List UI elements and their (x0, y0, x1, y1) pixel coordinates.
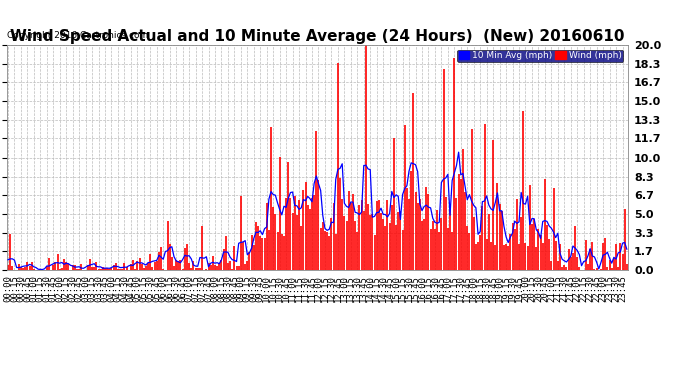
Text: Copyright 2016 Cartronics.com: Copyright 2016 Cartronics.com (7, 32, 148, 40)
Legend: 10 Min Avg (mph), Wind (mph): 10 Min Avg (mph), Wind (mph) (457, 50, 623, 62)
Title: Wind Speed Actual and 10 Minute Average (24 Hours)  (New) 20160610: Wind Speed Actual and 10 Minute Average … (10, 29, 624, 44)
